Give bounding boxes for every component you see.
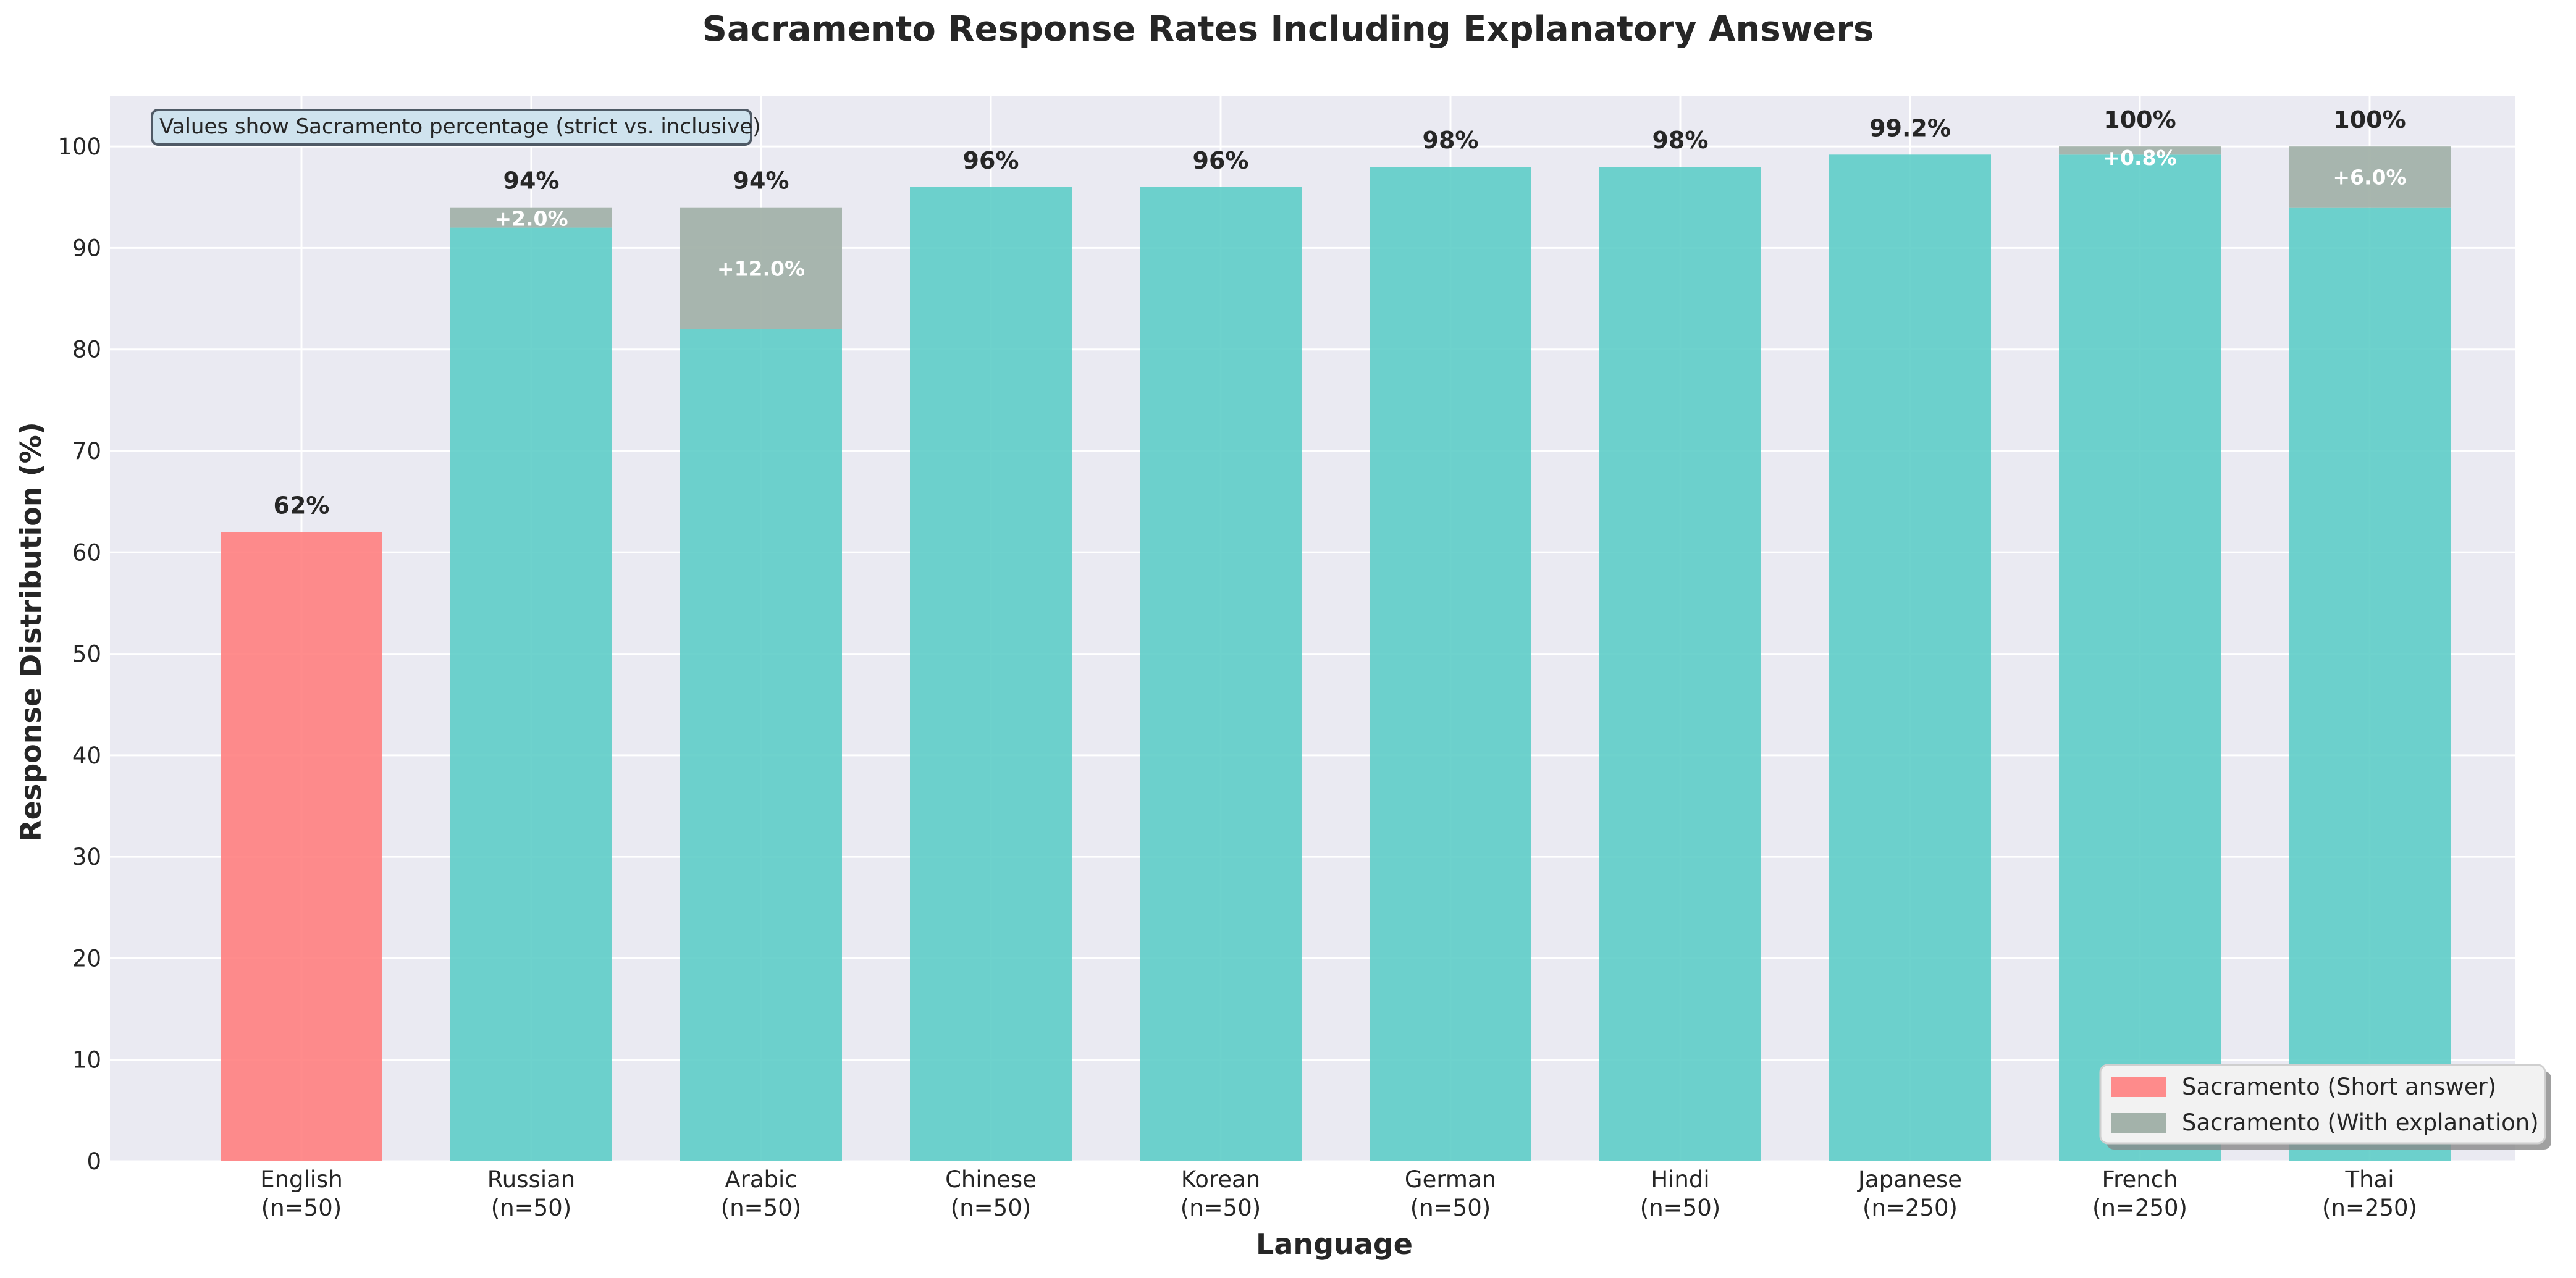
data-labels: 62% +2.0% 94% +12.0% 94% 96% 96% 98% 98% 99.2% +0.… [274, 106, 2407, 519]
x-tick-label: Russian [487, 1166, 575, 1193]
bar-short-answer [910, 187, 1072, 1161]
bar-short-answer [680, 329, 842, 1161]
total-label: 98% [1652, 127, 1709, 154]
y-tick-label: 30 [72, 844, 101, 870]
bar-with-explanation [2289, 146, 2451, 208]
x-tick-sample-size: (n=50) [1410, 1195, 1491, 1221]
increment-label: +12.0% [717, 256, 805, 280]
x-tick-sample-size: (n=250) [2092, 1195, 2187, 1221]
total-label: 62% [274, 492, 330, 519]
legend-label-short: Sacramento (Short answer) [2182, 1074, 2496, 1100]
y-tick-label: 40 [72, 742, 101, 769]
bar-with-explanation [450, 207, 612, 228]
annotation-box: Values show Sacramento percentage (stric… [151, 109, 761, 146]
y-tick-label: 10 [72, 1047, 101, 1074]
increment-label: +0.8% [2103, 146, 2176, 170]
y-tick-label: 70 [72, 438, 101, 465]
x-tick-label: Hindi [1651, 1166, 1709, 1193]
total-label: 94% [503, 167, 560, 195]
y-tick-label: 0 [86, 1148, 101, 1175]
x-tick-label: Japanese [1857, 1166, 1962, 1193]
bar-short-answer [2289, 207, 2451, 1161]
total-label: 100% [2103, 106, 2176, 133]
x-tick-label: Arabic [725, 1166, 797, 1193]
bar-short-answer [1140, 187, 1302, 1161]
bar-short-answer [1829, 154, 1991, 1161]
legend-swatch-explanation [2111, 1113, 2166, 1133]
bar-short-answer [221, 532, 382, 1161]
total-label: 96% [963, 147, 1019, 174]
increment-label: +6.0% [2333, 165, 2406, 189]
chart-title: Sacramento Response Rates Including Expl… [702, 9, 1874, 49]
x-tick-sample-size: (n=50) [1181, 1195, 1261, 1221]
x-tick-sample-size: (n=50) [261, 1195, 342, 1221]
total-label: 94% [733, 167, 789, 195]
bar-short-answer [450, 227, 612, 1162]
bar-with-explanation [2059, 146, 2221, 155]
y-tick-label: 50 [72, 641, 101, 668]
bar-short-answer [1599, 167, 1761, 1161]
legend: Sacramento (Short answer) Sacramento (Wi… [2099, 1064, 2551, 1150]
y-axis-label: Response Distribution (%) [14, 422, 48, 842]
x-tick-label: French [2102, 1166, 2178, 1193]
y-tick-label: 90 [72, 235, 101, 261]
y-axis: 0 10 20 30 40 50 60 70 80 90 100 [57, 133, 101, 1175]
x-tick-sample-size: (n=50) [721, 1195, 801, 1221]
x-tick-label: Korean [1181, 1166, 1260, 1193]
legend-label-explanation: Sacramento (With explanation) [2182, 1109, 2539, 1136]
x-tick-sample-size: (n=50) [951, 1195, 1031, 1221]
x-tick-sample-size: (n=250) [1863, 1195, 1958, 1221]
legend-swatch-short [2111, 1077, 2166, 1097]
increment-label: +2.0% [494, 207, 568, 231]
x-tick-sample-size: (n=50) [1640, 1195, 1720, 1221]
total-label: 98% [1423, 127, 1479, 154]
total-label: 96% [1193, 147, 1249, 174]
y-tick-label: 60 [72, 539, 101, 566]
x-tick-label: German [1405, 1166, 1496, 1193]
y-tick-label: 80 [72, 337, 101, 363]
bar-short-answer [2059, 154, 2221, 1161]
bars [221, 146, 2451, 1162]
bar-with-explanation [680, 207, 842, 329]
x-tick-label: English [260, 1166, 343, 1193]
y-tick-label: 100 [57, 133, 101, 160]
x-tick-label: Chinese [945, 1166, 1037, 1193]
x-axis-label: Language [1256, 1227, 1413, 1261]
x-tick-sample-size: (n=250) [2322, 1195, 2417, 1221]
x-tick-sample-size: (n=50) [491, 1195, 571, 1221]
annotation-text: Values show Sacramento percentage (stric… [159, 114, 761, 139]
y-tick-label: 20 [72, 945, 101, 972]
total-label: 100% [2333, 106, 2406, 133]
x-tick-label: Thai [2344, 1166, 2394, 1193]
bar-short-answer [1370, 167, 1531, 1161]
total-label: 99.2% [1869, 114, 1951, 141]
x-axis: English(n=50)Russian(n=50)Arabic(n=50)Ch… [260, 1166, 2417, 1221]
